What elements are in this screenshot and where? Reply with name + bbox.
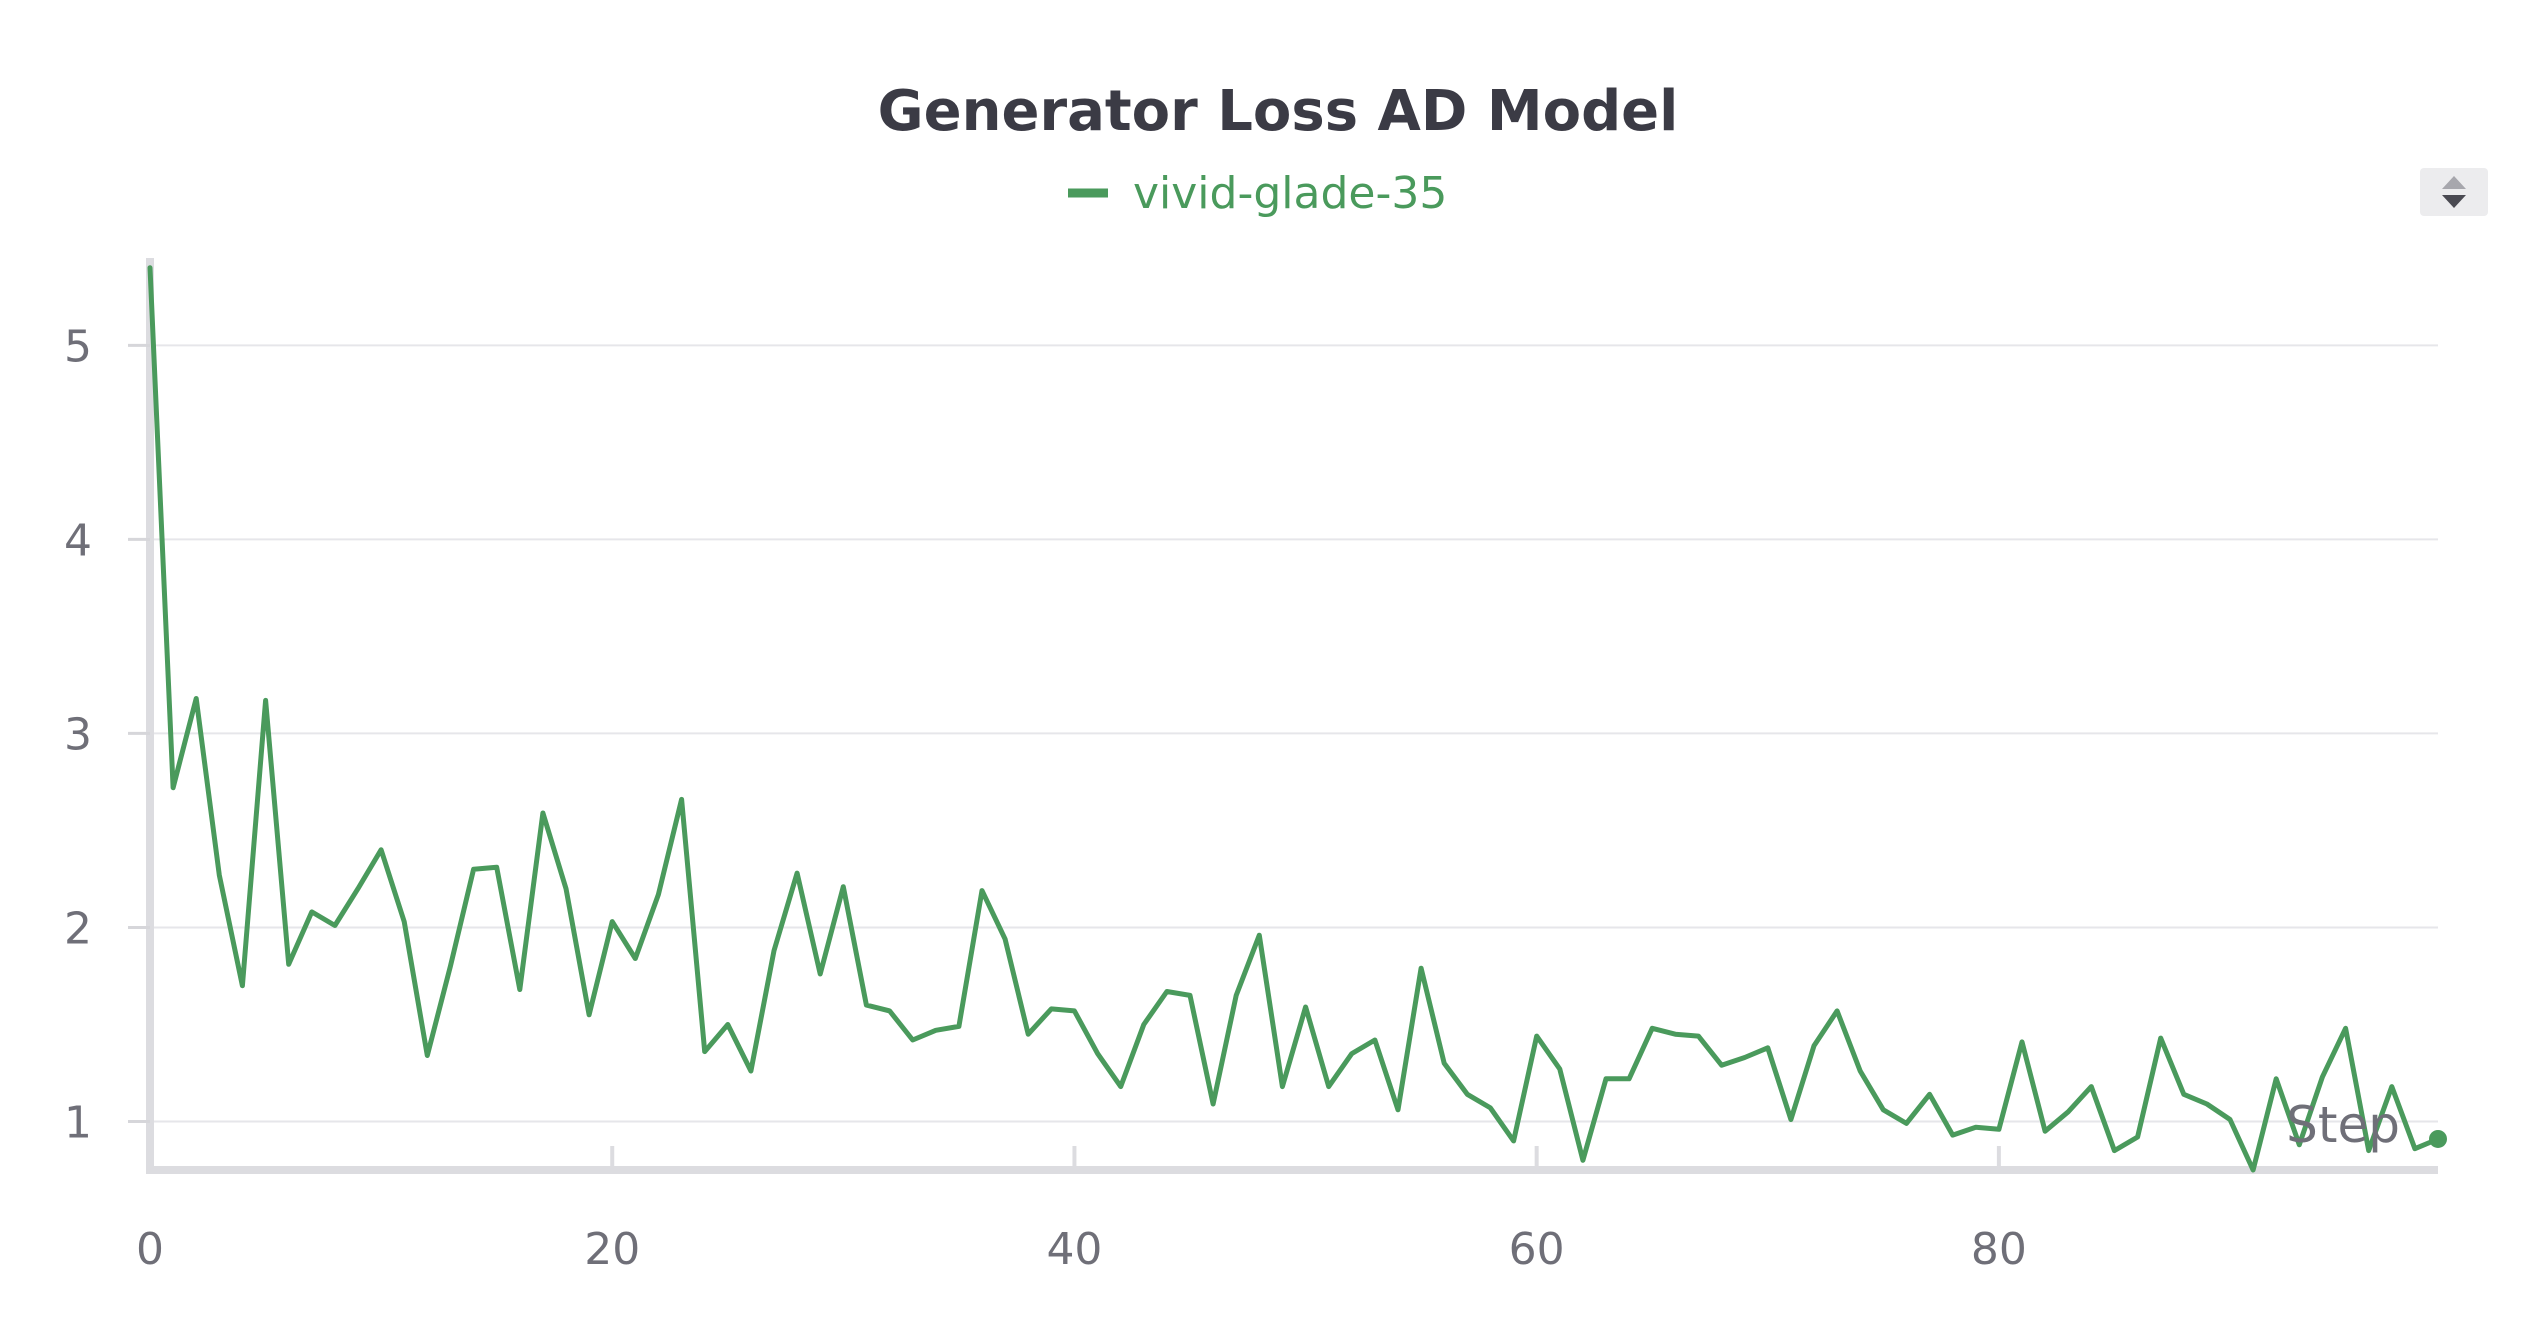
x-tick-label: 0 (136, 1224, 164, 1275)
y-tick-label: 1 (64, 1097, 92, 1148)
x-tick-label: 20 (584, 1224, 640, 1275)
axes (146, 258, 2438, 1174)
series-layer (147, 265, 2447, 1173)
y-tick-label: 3 (64, 709, 92, 760)
scroll-up-arrow-icon (2442, 176, 2466, 189)
x-axis-title: Step (2286, 1096, 2400, 1154)
y-axis-ticks: 1 2 3 4 5 (64, 321, 150, 1148)
legend-label[interactable]: vivid-glade-35 (1133, 168, 1447, 219)
scroll-down-arrow-icon (2442, 195, 2466, 208)
y-tick-label: 5 (64, 321, 92, 372)
x-axis-ticks: 0 20 40 60 80 (136, 1146, 2027, 1275)
legend-scroll-button[interactable] (2420, 168, 2488, 216)
last-point-marker (2429, 1129, 2447, 1148)
y-tick-label: 4 (64, 515, 92, 566)
y-tick-label: 2 (64, 903, 92, 954)
x-tick-label: 40 (1046, 1224, 1102, 1275)
grid (150, 344, 2438, 1123)
series-line-vivid-glade-35[interactable] (147, 265, 2441, 1173)
chart-title: Generator Loss AD Model (878, 79, 1679, 144)
legend: vivid-glade-35 (1068, 168, 1447, 219)
x-tick-label: 60 (1509, 1224, 1565, 1275)
x-tick-label: 80 (1971, 1224, 2027, 1275)
